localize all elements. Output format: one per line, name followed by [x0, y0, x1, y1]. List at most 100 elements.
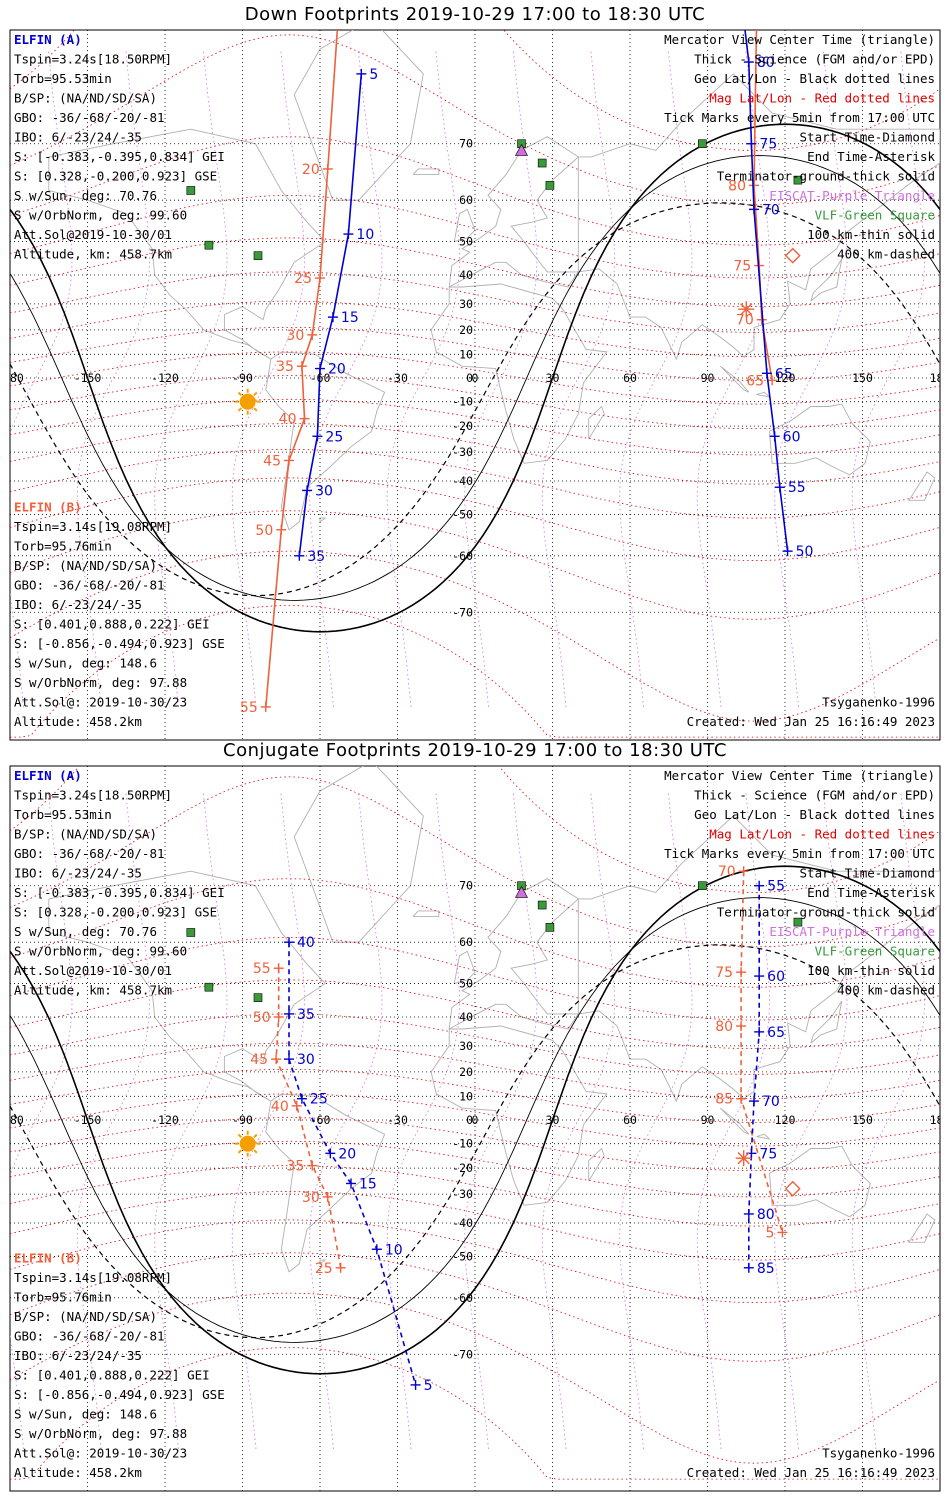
mag-meridian: [231, 49, 305, 707]
probe-b-info-line: Tspin=3.14s[19.08RPM]: [14, 519, 172, 534]
probe-a-tick-label: 25: [325, 429, 343, 445]
mag-meridian: [619, 791, 693, 1449]
latitude-tick-label: -70: [452, 605, 473, 619]
probe-b-tick-label: 25: [315, 1261, 333, 1277]
probe-b-start-diamond: [784, 1180, 801, 1197]
probe-b-tick-label: 55: [240, 700, 258, 716]
coastline-13: [453, 950, 476, 985]
legend-entry: Terminator-ground-thick solid: [717, 905, 935, 920]
longitude-tick-label: 180: [930, 371, 950, 385]
probe-b-info-line: S w/OrbNorm, deg: 97.88: [14, 1426, 187, 1441]
probe-a-title: ELFIN (A): [14, 32, 82, 47]
coastline-6: [769, 1145, 871, 1218]
mag-meridian: [541, 791, 615, 1449]
probe-b-info-line: Att.Sol@: 2019-10-30/23: [14, 1446, 187, 1461]
legend-entry: Start Time-Diamond: [800, 866, 935, 881]
legend-entry: 400 km-dashed: [837, 247, 935, 262]
legend-entry: Geo Lat/Lon - Black dotted lines: [694, 807, 935, 822]
vlf-station-square: [253, 251, 263, 260]
coastline-12: [588, 1147, 605, 1182]
legend-entry: 100 km-thin solid: [807, 963, 935, 978]
mag-meridian: [76, 49, 150, 707]
sun-ray: [237, 1149, 243, 1154]
probe-b-tick-label: 80: [728, 178, 746, 194]
mag-parallel: [10, 1292, 940, 1464]
longitude-tick-label: 180: [930, 1113, 950, 1127]
coastline-10: [756, 1133, 771, 1140]
mag-parallel: [10, 1013, 940, 1075]
probe-a-tick-label: 75: [759, 137, 777, 153]
coastline-0: [48, 870, 326, 1102]
mag-parallel: [10, 550, 940, 722]
latitude-tick-label: -30: [452, 445, 473, 459]
probe-a-tick-label: 80: [757, 55, 775, 71]
mag-parallel: [10, 375, 940, 429]
probe-b-tick-label: 80: [715, 1019, 733, 1035]
mag-parallel: [10, 34, 940, 206]
longitude-tick-label: 90: [701, 1113, 715, 1127]
mag-meridian: [464, 49, 538, 707]
coastline-12: [588, 405, 605, 440]
terminator-100km: [10, 897, 940, 1343]
probe-a-tick-label: 30: [315, 483, 333, 499]
probe-a-tick-label: 35: [297, 1007, 315, 1023]
probe-b-start-diamond: [784, 247, 801, 264]
longitude-tick-label: -60: [310, 1113, 331, 1127]
longitude-tick-label: -120: [151, 1113, 179, 1127]
terminator-100km: [10, 155, 940, 601]
terminator-400km: [10, 944, 940, 1339]
coastline-10: [756, 391, 771, 398]
mag-meridian: [541, 49, 615, 707]
mag-meridian: [386, 791, 460, 1449]
latitude-tick-label: -50: [452, 1249, 473, 1263]
probe-b-tick-label: 75: [715, 965, 733, 981]
vlf-station-square: [698, 139, 707, 149]
legend-entry: Geo Lat/Lon - Black dotted lines: [694, 71, 935, 86]
probe-a-info-line: S w/Sun, deg: 70.76: [14, 188, 157, 203]
down-footprints-title: Down Footprints 2019-10-29 17:00 to 18:3…: [244, 4, 706, 25]
mag-meridians: [10, 49, 925, 707]
legend-entry: Start Time-Diamond: [800, 130, 935, 145]
legend-entry: VLF-Green Square: [815, 208, 935, 223]
model-name: Tsyganenko-1996: [822, 695, 935, 710]
sun-ray: [253, 1149, 258, 1154]
sun-icon: [234, 388, 261, 415]
longitude-tick-label: -90: [232, 371, 253, 385]
latitude-tick-label: -30: [452, 1187, 473, 1201]
mag-parallel: [10, 1140, 940, 1198]
probe-b-tick-label: 50: [255, 523, 273, 539]
mag-meridian: [154, 49, 228, 707]
down-footprints-map: 5202530354045505585807570655101520253035…: [9, 29, 950, 741]
latitude-tick-label: -70: [452, 1347, 473, 1361]
latitude-tick-label: 30: [459, 297, 473, 311]
vlf-station-square: [204, 240, 214, 250]
legend-entry: Tick Marks every 5min from 17:00 UTC: [664, 846, 935, 861]
probe-b-tick-label: 40: [279, 412, 297, 428]
probe-a-tick-label: 5: [424, 1378, 433, 1394]
probe-b-info-line: IBO: 6/-23/24/-35: [14, 1348, 142, 1363]
probe-a-tick-label: 35: [307, 549, 325, 565]
probe-b-tick-label: 85: [715, 1092, 733, 1108]
latitude-tick-label: -60: [452, 549, 473, 563]
latitude-tick-label: 60: [459, 193, 473, 207]
probe-a-tick-label: 15: [341, 310, 359, 326]
latitude-tick-label: -10: [452, 395, 473, 409]
probe-b-end-asterisk: [735, 1150, 752, 1167]
latitude-tick-label: 10: [459, 1089, 473, 1103]
coastlines: [48, 766, 940, 1273]
eiscat-triangle: [514, 143, 529, 156]
legend-entry: Thick - Science (FGM and/or EPD): [694, 788, 935, 803]
legend-entry: EISCAT-Purple Triangle: [769, 188, 935, 203]
latitude-tick-label: 20: [459, 1065, 473, 1079]
longitude-tick-label: 120: [775, 1113, 796, 1127]
vlf-station-square: [186, 186, 196, 195]
longitude-tick-label: -150: [74, 1113, 102, 1127]
probe-a-tick-label: 75: [759, 1146, 777, 1162]
probe-a-tick-label: 70: [762, 1094, 780, 1110]
mag-meridian: [696, 791, 770, 1449]
mag-meridian: [851, 49, 925, 707]
probe-a-info-line: IBO: 6/-23/24/-35: [14, 130, 142, 145]
longitude-tick-label: 60: [623, 371, 637, 385]
longitude-tick-label: -150: [74, 371, 102, 385]
probe-b-tick-label: 30: [302, 1190, 320, 1206]
